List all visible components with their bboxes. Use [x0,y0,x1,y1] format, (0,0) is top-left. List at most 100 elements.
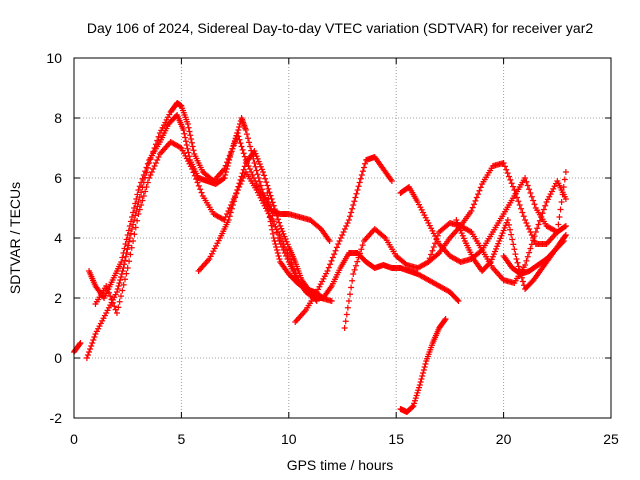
data-point [421,364,428,370]
data-point [321,273,328,280]
data-point [246,139,253,146]
x-tick-label: 0 [70,431,78,447]
data-point [120,250,127,256]
data-point [103,310,110,316]
data-point [246,166,253,172]
data-point [185,149,192,156]
data-point [280,247,287,253]
data-point [416,384,423,391]
data-point [276,232,283,238]
data-point [76,341,83,348]
data-point [257,163,264,170]
data-point [130,209,137,216]
data-point [207,253,214,260]
data-point [109,299,116,306]
data-point [562,223,569,229]
data-point [518,205,525,212]
data-point [344,220,351,226]
data-point [89,340,96,346]
data-point [112,291,119,298]
data-point [460,235,467,242]
data-point [476,187,483,194]
data-point [357,175,364,182]
data-point [487,259,494,265]
data-point [111,303,118,310]
data-point [93,328,100,335]
data-point [184,145,191,152]
data-point [228,148,235,155]
data-point [184,121,191,127]
data-point [139,175,146,182]
data-point [519,209,526,216]
data-point [513,256,520,262]
data-point [152,160,159,166]
data-point [183,142,190,148]
data-point [355,183,362,190]
data-point [224,163,231,169]
data-point [507,226,514,233]
data-point [323,270,330,277]
data-point [492,248,499,255]
data-point [510,241,517,248]
data-point [261,196,268,203]
data-point [523,220,530,226]
data-point [256,186,263,193]
data-point [119,287,126,294]
data-point [442,316,449,322]
data-point [505,221,512,228]
data-point [146,175,153,181]
data-point [144,179,151,186]
data-point [226,157,233,163]
data-point [426,222,433,229]
data-point [328,298,335,304]
data-point [138,202,145,208]
data-point [335,241,342,247]
data-point [409,403,416,410]
data-point [524,253,531,260]
data-point [358,172,365,178]
data-point [222,214,229,220]
data-point [388,178,395,184]
data-point [231,137,238,144]
data-point [524,223,531,229]
data-point [413,392,420,399]
data-point [96,323,103,330]
data-point [272,241,279,247]
data-point [255,158,262,165]
data-point [416,382,423,388]
data-point [359,242,366,249]
data-point [458,230,465,237]
data-point [264,182,271,189]
data-point [231,140,238,147]
data-point [319,278,326,285]
data-point [221,175,228,181]
data-point [187,163,194,170]
data-point [417,204,424,211]
data-point [230,143,237,150]
data-point [350,271,357,277]
data-point [523,257,530,264]
data-point [247,143,254,150]
data-point [119,268,126,274]
data-point [522,217,529,223]
y-tick-label: -2 [50,410,63,426]
data-point [339,232,346,238]
data-point [183,155,190,162]
data-point [262,205,269,212]
data-point [214,240,221,247]
data-point [220,175,227,182]
data-point [265,185,272,192]
data-point [414,389,421,396]
data-point [249,172,256,178]
data-point [122,253,129,260]
data-point [178,145,185,151]
data-point [181,150,188,157]
data-point [251,148,258,154]
data-point [263,179,270,186]
data-point [226,213,233,220]
data-point [126,258,133,265]
data-point [234,130,241,136]
data-point [556,214,563,220]
data-point [209,250,216,257]
data-point [159,124,166,131]
